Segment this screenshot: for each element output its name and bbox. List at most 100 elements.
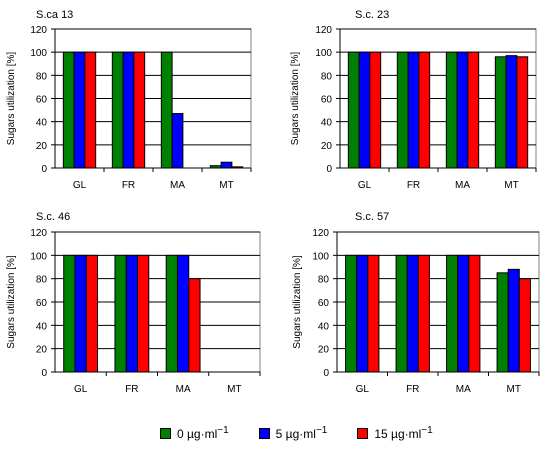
- x-tick-label-0-MA: MA: [170, 180, 185, 191]
- bar-1-MT-1: [505, 55, 518, 169]
- x-tick-label-0-GL: GL: [73, 180, 87, 191]
- legend-item-5: 5 µg·ml−1: [258, 425, 328, 441]
- bar-2-FR-2: [137, 254, 150, 373]
- legend: 0 µg·ml−1 5 µg·ml−1 15 µg·ml−1: [160, 425, 463, 441]
- legend-sup-15: −1: [421, 425, 433, 436]
- bar-1-GL-2: [369, 51, 382, 169]
- bar-0-FR-2: [133, 51, 146, 169]
- y-tick-label-0-100: 100: [30, 48, 47, 59]
- x-tick-label-3-GL: GL: [356, 384, 370, 395]
- bar-1-GL-0: [347, 51, 360, 169]
- x-tick-label-1-MA: MA: [455, 180, 470, 191]
- x-tick-label-0-MT: MT: [219, 180, 233, 191]
- legend-label-5: 5 µg·ml: [275, 427, 316, 441]
- x-tick-label-2-FR: FR: [125, 384, 138, 395]
- y-tick-label-1-120: 120: [315, 25, 332, 36]
- y-tick-label-3-40: 40: [318, 321, 330, 332]
- y-tick-label-3-80: 80: [318, 275, 330, 286]
- bar-2-GL-1: [74, 254, 87, 373]
- bar-0-GL-2: [84, 51, 97, 169]
- bar-0-MT-0: [209, 165, 222, 169]
- bar-0-FR-1: [122, 51, 135, 169]
- bar-2-GL-0: [63, 254, 76, 373]
- legend-swatch-5: [258, 427, 270, 439]
- chart-title-0: S.ca 13: [36, 9, 73, 21]
- y-tick-label-0-0: 0: [41, 164, 47, 175]
- x-tick-label-3-FR: FR: [406, 384, 419, 395]
- chart-panel-0: 0 20 40 60 80 100 120 GL FR MA MT S.ca 13 Sugars uti…: [6, 9, 252, 191]
- bar-0-MA-0: [160, 51, 173, 169]
- bar-3-FR-0: [395, 254, 408, 373]
- y-tick-label-1-0: 0: [326, 164, 332, 175]
- bar-1-FR-1: [407, 51, 420, 169]
- bar-0-GL-1: [73, 51, 86, 169]
- y-tick-label-0-120: 120: [30, 25, 47, 36]
- y-tick-label-3-0: 0: [323, 368, 329, 379]
- y-axis-label-3: Sugars utilization [%]: [292, 255, 303, 349]
- chart-panel-3: 0 20 40 60 80 100 120 GL FR MA MT S.c. 57 Sugars uti…: [292, 211, 540, 395]
- x-tick-label-2-GL: GL: [74, 384, 88, 395]
- bar-0-MT-2: [231, 166, 244, 169]
- y-tick-label-2-120: 120: [30, 228, 47, 239]
- legend-item-15: 15 µg·ml−1: [357, 425, 433, 441]
- legend-swatch-15: [357, 427, 369, 439]
- y-tick-label-0-40: 40: [36, 118, 48, 129]
- bar-3-MT-1: [507, 268, 520, 373]
- x-tick-label-2-MA: MA: [176, 384, 191, 395]
- y-tick-label-1-60: 60: [321, 95, 333, 106]
- y-tick-label-0-60: 60: [36, 95, 48, 106]
- x-tick-label-3-MT: MT: [507, 384, 521, 395]
- bar-1-GL-1: [358, 51, 371, 169]
- y-tick-label-0-20: 20: [36, 141, 48, 152]
- chart-panel-1: 0 20 40 60 80 100 120 GL FR MA MT S.c. 23 Sugars uti…: [290, 9, 537, 191]
- y-tick-label-2-100: 100: [30, 251, 47, 262]
- y-tick-label-3-120: 120: [312, 228, 329, 239]
- bar-1-FR-2: [418, 51, 431, 169]
- legend-sup-0: −1: [217, 425, 229, 436]
- y-tick-label-1-20: 20: [321, 141, 333, 152]
- y-axis-label-0: Sugars utilization [%]: [6, 52, 17, 146]
- y-tick-label-3-20: 20: [318, 345, 330, 356]
- bar-2-MA-0: [165, 254, 178, 373]
- y-tick-label-1-100: 100: [315, 48, 332, 59]
- y-axis-label-2: Sugars utilization [%]: [6, 255, 17, 349]
- bar-2-FR-0: [114, 254, 127, 373]
- x-tick-label-0-FR: FR: [122, 180, 135, 191]
- y-tick-label-2-20: 20: [36, 345, 48, 356]
- x-tick-label-1-MT: MT: [504, 180, 518, 191]
- legend-label-0: 0 µg·ml: [177, 427, 218, 441]
- bar-1-FR-0: [396, 51, 409, 169]
- bar-3-GL-2: [367, 254, 380, 373]
- bar-1-MA-1: [456, 51, 469, 169]
- x-tick-label-2-MT: MT: [227, 384, 241, 395]
- bar-3-GL-1: [356, 254, 369, 373]
- bar-3-MA-2: [468, 254, 481, 373]
- y-tick-label-3-60: 60: [318, 298, 330, 309]
- y-tick-label-2-40: 40: [36, 321, 48, 332]
- bar-3-MT-0: [496, 272, 509, 373]
- bar-3-GL-0: [345, 254, 358, 373]
- x-tick-label-3-MA: MA: [456, 384, 471, 395]
- y-axis-label-1: Sugars utilization [%]: [290, 52, 301, 146]
- bar-2-FR-1: [125, 254, 139, 373]
- chart-title-3: S.c. 57: [355, 211, 389, 223]
- bar-3-MA-1: [457, 254, 470, 373]
- y-tick-label-2-60: 60: [36, 298, 48, 309]
- legend-sup-5: −1: [315, 425, 328, 436]
- bar-2-MA-2: [188, 278, 201, 373]
- y-tick-label-1-80: 80: [321, 71, 333, 82]
- y-tick-label-3-100: 100: [312, 251, 329, 262]
- legend-item-0: 0 µg·ml−1: [160, 425, 229, 441]
- bar-3-FR-2: [417, 254, 430, 373]
- bar-0-GL-0: [62, 51, 75, 169]
- bar-0-FR-0: [111, 51, 124, 169]
- legend-swatch-0: [160, 427, 171, 439]
- bar-3-MA-0: [446, 254, 459, 373]
- chart-title-2: S.c. 46: [36, 211, 70, 223]
- chart-panel-2: 0 20 40 60 80 100 120 GL FR MA MT S.c. 46 Sugars uti…: [6, 211, 261, 395]
- y-tick-label-0-80: 80: [36, 71, 48, 82]
- chart-title-1: S.c. 23: [355, 9, 389, 21]
- bar-3-FR-1: [406, 254, 419, 373]
- bar-3-MT-2: [518, 278, 531, 373]
